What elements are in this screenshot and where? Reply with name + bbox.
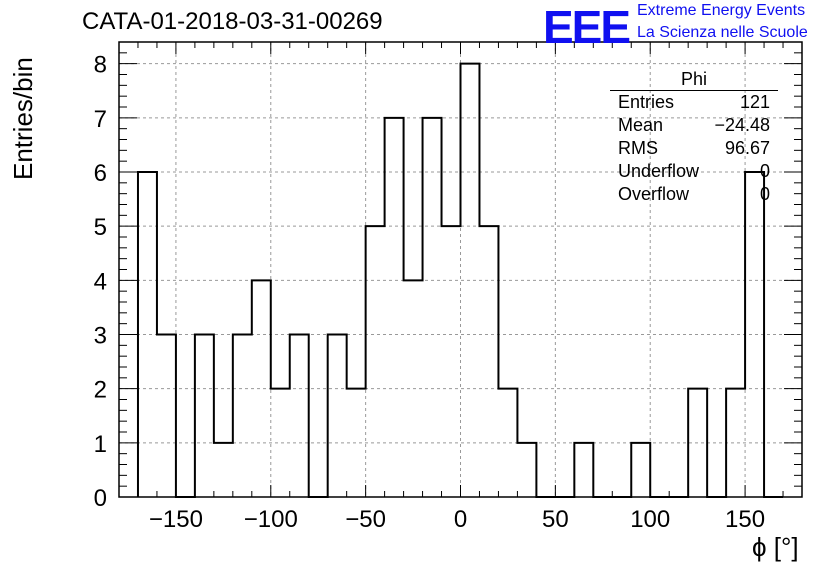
histogram-bin: [423, 118, 442, 497]
histogram-bin: [385, 118, 404, 497]
chart-title: CATA-01-2018-03-31-00269: [82, 8, 383, 35]
histogram-bin: [290, 335, 309, 498]
x-axis-label: ϕ [°]: [752, 532, 799, 562]
histogram-bin: [138, 172, 157, 497]
y-tick-label: 3: [94, 323, 107, 350]
stats-row-mean: Mean −24.48: [610, 114, 778, 137]
histogram-bin: [271, 389, 290, 497]
y-tick-label: 5: [94, 214, 107, 241]
stats-key: Underflow: [618, 161, 700, 181]
eee-logo: EEE: [543, 1, 631, 53]
logo-subtitle-2: La Scienza nelle Scuole: [637, 24, 808, 41]
y-axis-label: Entries/bin: [8, 57, 38, 180]
stats-value: 121: [739, 92, 770, 112]
histogram-bin: [233, 335, 252, 498]
histogram-bin: [195, 335, 214, 498]
stats-row-underflow: Underflow 0: [610, 160, 778, 183]
x-tick-label: 50: [542, 506, 569, 533]
stats-key: Mean: [618, 115, 664, 135]
histogram-bin: [157, 335, 176, 498]
y-tick-label: 8: [94, 52, 107, 79]
y-tick-label: 0: [94, 485, 107, 512]
stats-value: 0: [759, 184, 770, 204]
stats-value: −24.48: [714, 115, 770, 135]
stats-value: 96.67: [724, 138, 770, 158]
logo-subtitle-1: Extreme Energy Events: [637, 2, 806, 19]
y-tick-label: 2: [94, 377, 107, 404]
histogram-bin: [726, 389, 745, 497]
y-tick-label: 4: [94, 268, 107, 295]
histogram-bin: [631, 443, 650, 497]
histogram-bin: [517, 443, 536, 497]
x-tick-label: 100: [630, 506, 670, 533]
histogram-bin: [498, 389, 517, 497]
y-tick-label: 7: [94, 106, 107, 133]
histogram-bin: [366, 226, 385, 497]
histogram-bin: [328, 335, 347, 498]
stats-row-rms: RMS 96.67: [610, 137, 778, 160]
histogram-bin: [442, 226, 461, 497]
stats-key: Overflow: [618, 184, 690, 204]
x-tick-label: −150: [149, 506, 203, 533]
y-tick-label: 1: [94, 431, 107, 458]
histogram-bin: [574, 443, 593, 497]
stats-row-overflow: Overflow 0: [610, 183, 778, 206]
stats-key: RMS: [618, 138, 658, 158]
stats-box: Phi Entries 121 Mean −24.48 RMS 96.67 Un…: [610, 68, 778, 206]
x-tick-label: 150: [725, 506, 765, 533]
stats-name: Phi: [610, 68, 778, 91]
histogram-bin: [479, 226, 498, 497]
histogram-bin: [214, 443, 233, 497]
stats-key: Entries: [618, 92, 675, 112]
x-tick-label: −50: [345, 506, 386, 533]
y-tick-label: 6: [94, 160, 107, 187]
x-tick-label: −100: [244, 506, 298, 533]
histogram-bin: [252, 280, 271, 497]
stats-row-entries: Entries 121: [610, 91, 778, 114]
stats-value: 0: [759, 161, 770, 181]
x-tick-label: 0: [454, 506, 467, 533]
